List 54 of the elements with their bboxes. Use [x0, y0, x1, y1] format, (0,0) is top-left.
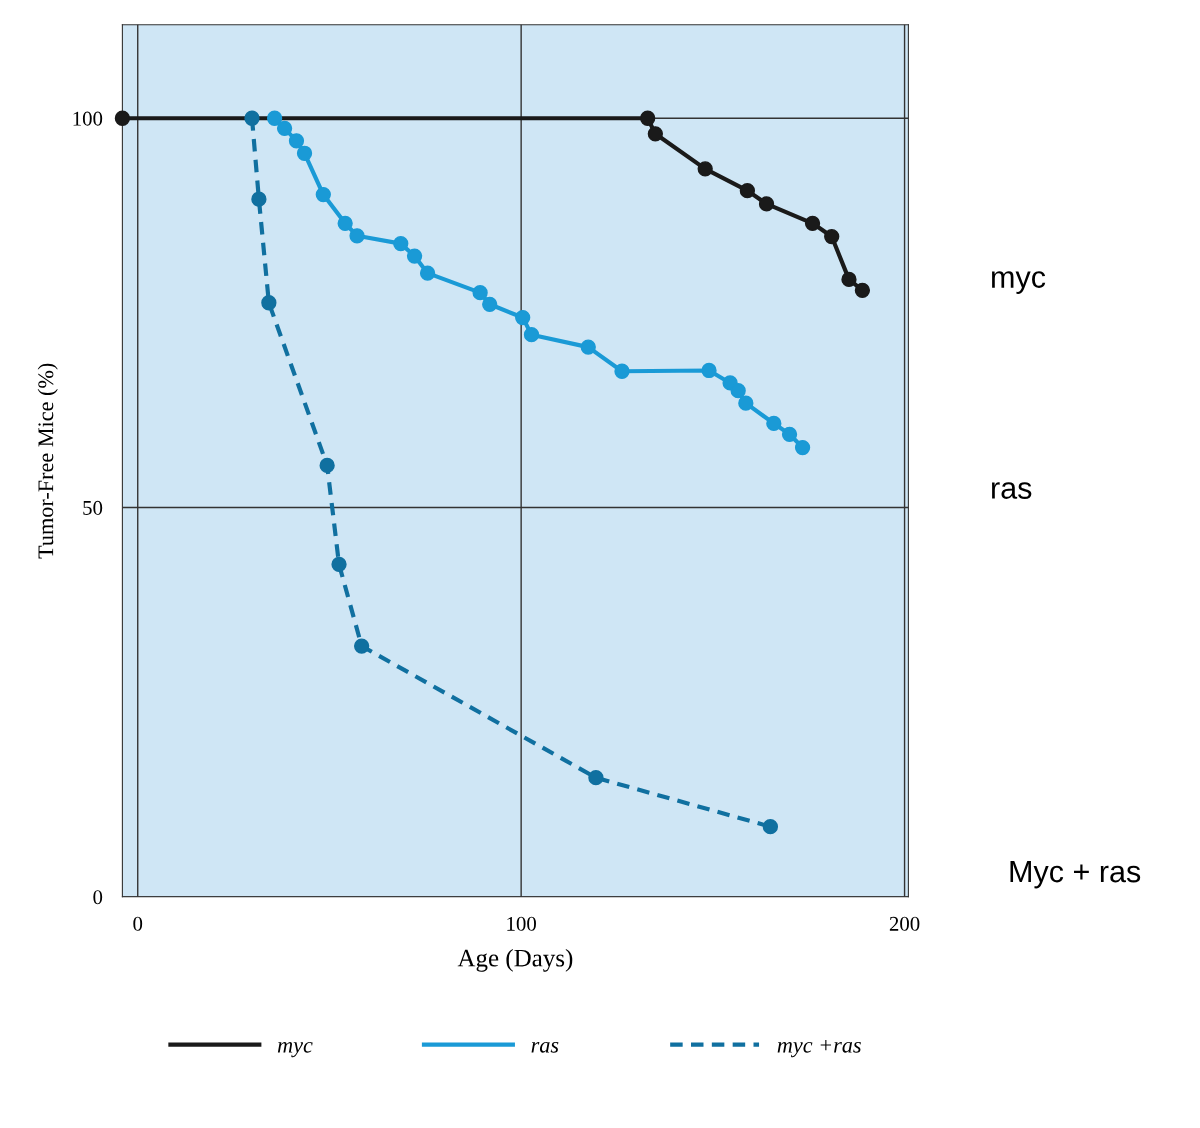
point	[114, 110, 131, 126]
point	[580, 339, 596, 355]
text: Myc + ras	[1010, 861, 1141, 889]
point	[794, 439, 811, 456]
x-axis-title: Age (Days)	[457, 948, 573, 972]
point	[841, 271, 857, 288]
point	[762, 819, 779, 835]
point	[244, 110, 260, 126]
point	[854, 282, 871, 298]
point	[276, 120, 293, 136]
point	[738, 395, 754, 411]
point	[739, 183, 756, 199]
point	[354, 638, 370, 654]
point	[588, 770, 604, 786]
point	[824, 228, 840, 245]
point	[349, 228, 365, 244]
point	[319, 457, 335, 474]
x-tick-label: 0	[133, 916, 143, 931]
point	[337, 215, 353, 231]
point	[419, 265, 436, 281]
point	[614, 363, 630, 379]
x-tick-label: 200	[889, 916, 920, 931]
point	[266, 110, 283, 126]
point	[393, 235, 409, 252]
point	[472, 284, 488, 301]
point	[296, 145, 313, 161]
point	[406, 248, 423, 264]
point	[515, 309, 531, 326]
legend-label: myc	[277, 1041, 313, 1058]
point	[315, 186, 331, 203]
legend-label: myc +ras	[777, 1039, 861, 1058]
point	[331, 556, 347, 572]
point	[804, 215, 821, 231]
point	[758, 196, 775, 212]
point	[523, 327, 540, 343]
point	[701, 362, 717, 379]
y-axis-title: Tumor-Free Mice (%)	[37, 363, 58, 559]
point	[261, 295, 277, 311]
y-tick-label: 0	[93, 890, 103, 905]
point	[766, 415, 782, 432]
legend-label: ras	[531, 1041, 559, 1053]
point	[647, 126, 663, 142]
point	[730, 383, 746, 399]
point	[251, 191, 267, 207]
point	[640, 110, 656, 126]
text: myc	[992, 271, 1046, 294]
y-tick-label: 100	[73, 111, 103, 126]
point	[288, 133, 305, 149]
point	[781, 426, 798, 442]
point	[697, 161, 713, 177]
y-tick-label: 50	[83, 500, 103, 515]
x-tick-label: 100	[507, 916, 536, 931]
point	[482, 296, 498, 312]
text: ras	[992, 482, 1032, 499]
